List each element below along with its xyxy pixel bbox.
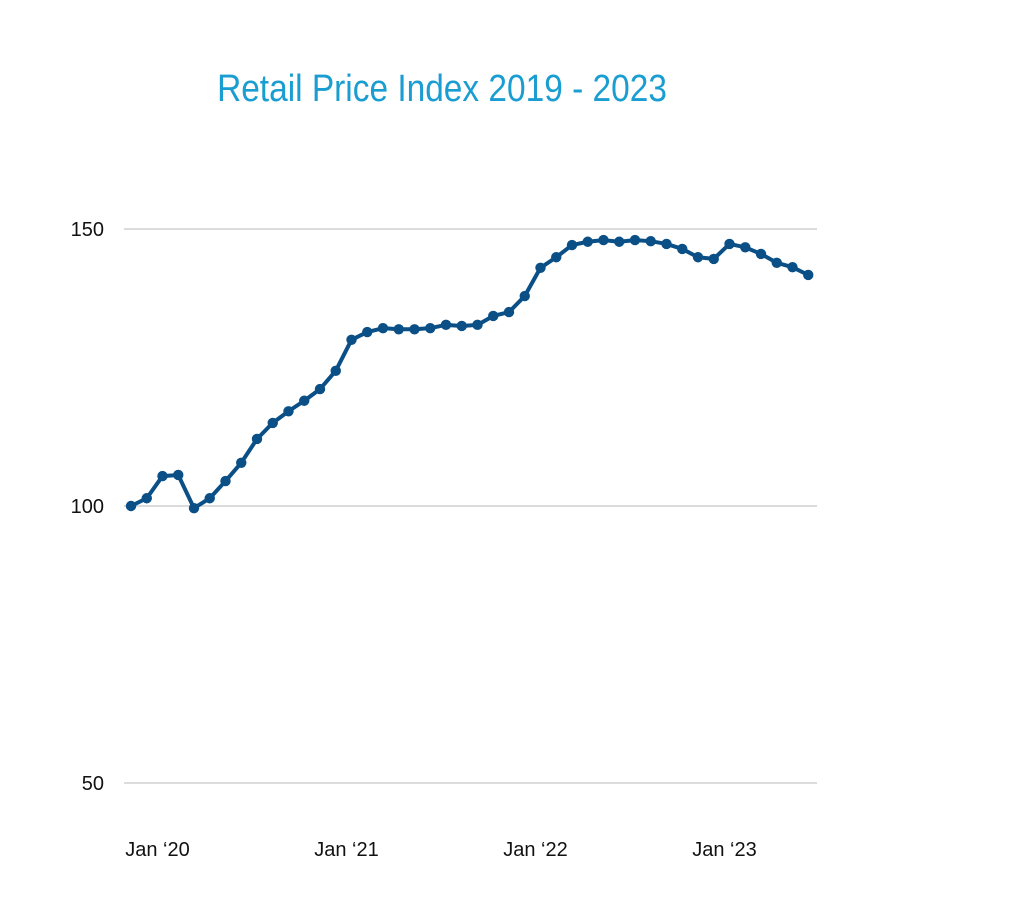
data-point bbox=[614, 236, 625, 247]
data-point bbox=[125, 500, 137, 512]
data-point bbox=[503, 306, 515, 318]
chart-title: Retail Price Index 2019 - 2023 bbox=[217, 68, 667, 110]
y-tick-label: 50 bbox=[82, 773, 104, 795]
y-tick-label: 100 bbox=[71, 496, 104, 518]
data-point bbox=[551, 252, 562, 263]
data-point bbox=[346, 334, 357, 345]
data-point bbox=[393, 324, 404, 335]
data-point bbox=[692, 252, 704, 263]
data-point bbox=[283, 406, 294, 417]
data-point bbox=[236, 457, 247, 468]
data-point bbox=[677, 243, 688, 255]
data-point bbox=[566, 239, 578, 251]
data-point bbox=[456, 320, 467, 332]
data-point bbox=[645, 235, 656, 247]
series-line bbox=[130, 238, 810, 511]
data-point bbox=[535, 262, 546, 273]
data-point bbox=[629, 234, 641, 246]
data-point bbox=[173, 469, 184, 481]
y-tick-label: 150 bbox=[71, 219, 104, 241]
data-point bbox=[708, 253, 719, 265]
data-point bbox=[519, 290, 530, 302]
data-point bbox=[204, 493, 215, 504]
data-point bbox=[188, 503, 200, 514]
data-point bbox=[220, 475, 231, 487]
data-point bbox=[251, 433, 263, 445]
data-point bbox=[440, 319, 452, 331]
data-point bbox=[803, 269, 814, 281]
data-point bbox=[362, 326, 373, 338]
data-point bbox=[488, 310, 499, 322]
data-point bbox=[755, 248, 767, 260]
data-point bbox=[299, 395, 310, 406]
data-point bbox=[472, 319, 483, 331]
data-point bbox=[787, 262, 798, 273]
x-tick-label: Jan ‘20 bbox=[125, 839, 190, 861]
data-point bbox=[771, 257, 782, 268]
data-point bbox=[330, 365, 341, 377]
data-point bbox=[661, 238, 672, 250]
data-point bbox=[740, 242, 751, 253]
x-tick-label: Jan ‘21 bbox=[314, 839, 379, 861]
data-point bbox=[409, 324, 420, 335]
data-point bbox=[582, 236, 593, 247]
data-point bbox=[267, 417, 278, 429]
data-point bbox=[425, 322, 436, 334]
data-point bbox=[141, 493, 152, 504]
data-point bbox=[377, 322, 389, 334]
data-point bbox=[157, 470, 168, 482]
data-point bbox=[314, 383, 326, 395]
data-point bbox=[724, 238, 735, 250]
data-point bbox=[598, 234, 609, 246]
x-tick-label: Jan ‘23 bbox=[692, 839, 757, 861]
x-tick-label: Jan ‘22 bbox=[503, 839, 568, 861]
